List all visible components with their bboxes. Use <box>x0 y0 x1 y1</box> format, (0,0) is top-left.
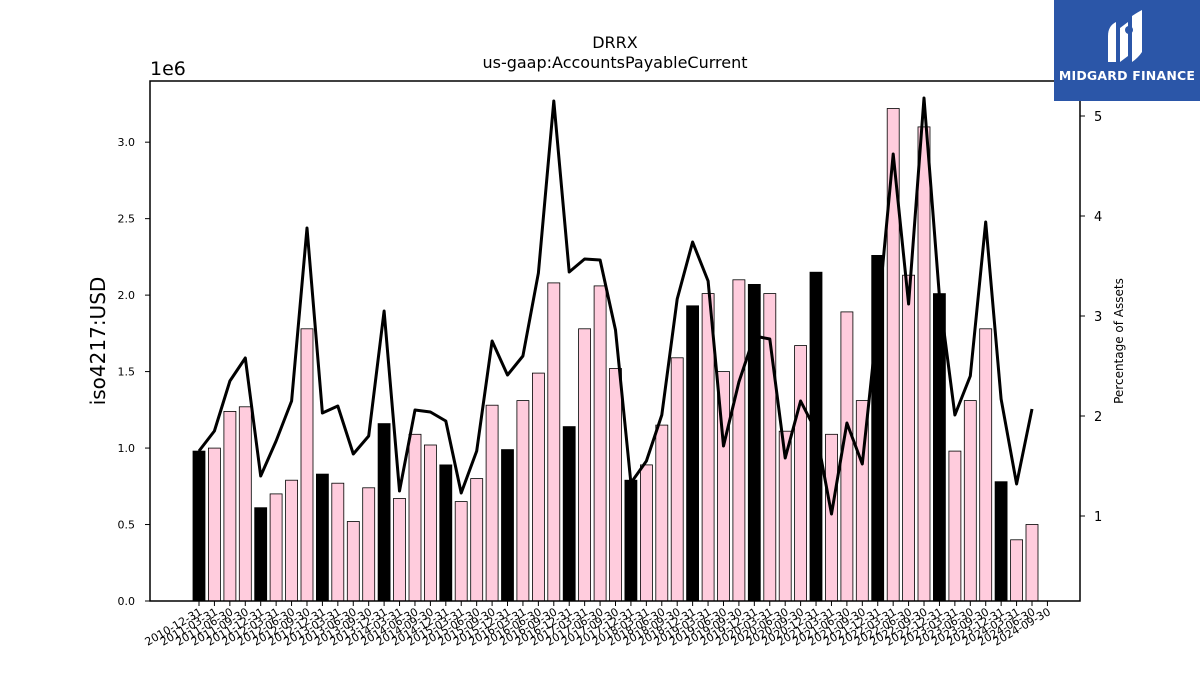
brand-logo: MIDGARD FINANCE <box>1054 0 1200 101</box>
y-axis-ticks: 0.0 0.5 1.0 1.5 2.0 2.5 3.0 <box>118 136 150 608</box>
bar <box>269 493 283 602</box>
bar <box>624 479 638 602</box>
y2-tick-label: 2 <box>1094 410 1102 425</box>
bar <box>439 464 453 602</box>
bar <box>254 507 268 602</box>
bar <box>917 126 931 602</box>
bar <box>408 433 422 602</box>
chart-subtitle: us-gaap:AccountsPayableCurrent <box>482 53 747 72</box>
y2-tick-label: 4 <box>1094 210 1102 225</box>
chart-title: DRRX <box>592 33 638 52</box>
bar <box>362 487 376 602</box>
y-tick-label: 0.0 <box>118 595 136 608</box>
midgard-logo-icon <box>1108 10 1142 62</box>
y2-tick-label: 1 <box>1094 510 1102 525</box>
plot-frame <box>149 80 1081 602</box>
bar <box>994 481 1008 602</box>
bar <box>593 285 607 602</box>
y-tick-label: 3.0 <box>118 136 136 149</box>
bar <box>562 426 576 602</box>
bar <box>948 450 962 602</box>
bar <box>686 305 699 602</box>
bar <box>454 501 468 602</box>
bar <box>578 328 591 602</box>
x-axis-ticks: 2010-12-312011-03-312011-06-302011-09-30… <box>143 601 1053 649</box>
bar <box>238 406 252 602</box>
bar <box>516 400 530 602</box>
y-tick-label: 0.5 <box>118 519 136 532</box>
brand-name: MIDGARD FINANCE <box>1058 68 1196 83</box>
percent-of-assets-line <box>197 96 1034 516</box>
bar <box>963 400 977 602</box>
bar <box>346 521 360 602</box>
bar-series <box>192 108 1039 602</box>
y-axis-label: iso4217:USD <box>86 277 110 406</box>
y2-tick-label: 5 <box>1094 110 1102 125</box>
bar <box>794 345 807 602</box>
bar <box>547 282 561 602</box>
bar <box>640 464 653 602</box>
bar <box>485 404 499 602</box>
bar <box>315 473 329 602</box>
y-tick-label: 2.5 <box>118 213 136 226</box>
y2-axis-ticks: 1 2 3 4 5 <box>1080 110 1102 525</box>
bar <box>979 328 993 602</box>
bar <box>423 444 437 602</box>
bar <box>501 449 514 602</box>
y-tick-label: 1.5 <box>118 366 136 379</box>
bar <box>207 447 221 602</box>
bar <box>1010 539 1023 602</box>
y2-axis-label: Percentage of Assets <box>1112 278 1126 404</box>
bar <box>331 482 345 602</box>
bar <box>377 423 391 602</box>
bar <box>670 357 684 602</box>
bar <box>223 410 237 602</box>
y-axis-multiplier: 1e6 <box>150 58 186 80</box>
bar <box>825 433 838 602</box>
bar <box>192 450 206 602</box>
bar <box>1025 524 1039 602</box>
y-tick-label: 1.0 <box>118 442 136 455</box>
bar <box>300 328 314 602</box>
bar <box>393 498 406 602</box>
bar <box>747 283 761 602</box>
y-tick-label: 2.0 <box>118 289 136 302</box>
bar <box>532 372 545 602</box>
bar <box>470 478 484 602</box>
bar <box>732 279 746 602</box>
y2-tick-label: 3 <box>1094 310 1102 325</box>
bar <box>285 479 299 602</box>
bar <box>902 274 915 602</box>
bar <box>655 424 669 602</box>
bar <box>609 368 622 602</box>
